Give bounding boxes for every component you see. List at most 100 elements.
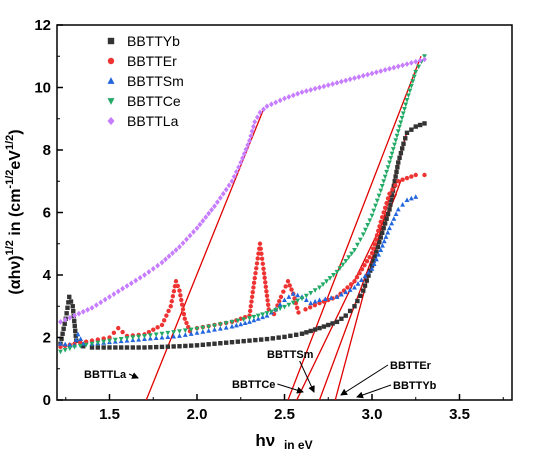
data-point	[153, 335, 159, 341]
data-point	[118, 336, 124, 342]
data-point	[282, 95, 287, 102]
data-point	[72, 323, 77, 329]
data-point	[89, 345, 95, 350]
data-point	[376, 252, 381, 257]
series-bbttla	[58, 56, 427, 325]
data-point	[194, 330, 200, 335]
data-point	[403, 136, 408, 141]
legend-item-bbttce: BBTTCe	[107, 93, 181, 109]
data-point	[159, 344, 165, 350]
data-point	[268, 101, 274, 108]
data-point	[417, 57, 423, 64]
data-point	[404, 197, 410, 202]
data-point	[165, 344, 171, 349]
data-point	[410, 79, 416, 84]
data-point	[89, 304, 95, 311]
data-point	[362, 262, 367, 268]
data-point	[317, 285, 322, 291]
data-point	[251, 317, 257, 323]
data-point	[403, 102, 409, 108]
data-point	[390, 187, 395, 192]
legend-item-bbttsm: BBTTSm	[107, 73, 184, 89]
data-point	[166, 253, 172, 260]
data-point	[385, 196, 391, 201]
y-axis-label-rest: in (cm	[7, 189, 24, 241]
data-point	[58, 341, 63, 346]
data-point	[398, 120, 404, 125]
legend-item-bbttla: BBTTLa	[107, 113, 179, 129]
data-point	[382, 221, 388, 226]
data-point	[299, 296, 305, 302]
data-point	[355, 298, 360, 304]
y-axis-label: (αhν)1/2 in (cm-1/2eV1/2)	[4, 129, 24, 294]
annotation-arrow	[356, 384, 392, 399]
plot-frame	[56, 24, 513, 401]
data-point	[124, 345, 130, 350]
data-point	[93, 302, 99, 308]
data-point	[247, 137, 252, 144]
data-point	[263, 280, 268, 285]
data-point	[367, 218, 373, 223]
data-point	[394, 133, 400, 139]
data-point	[349, 251, 355, 257]
data-point	[393, 211, 399, 217]
data-point	[293, 332, 299, 337]
data-point	[182, 316, 187, 321]
data-point	[212, 203, 217, 210]
data-point	[155, 325, 160, 330]
data-point	[389, 193, 395, 198]
data-point	[159, 331, 165, 337]
data-point	[136, 334, 142, 340]
data-point	[77, 343, 83, 349]
axis-ticks: 1.5 2.0 2.5 3.0 3.5 0 2 4 6 8 10 12	[34, 17, 504, 423]
data-point	[381, 225, 386, 231]
data-point	[385, 211, 391, 217]
data-point	[180, 307, 186, 312]
data-point	[95, 337, 101, 342]
x-tick-label: 3.0	[362, 406, 383, 423]
legend-label: BBTTYb	[127, 33, 180, 49]
legend-marker	[107, 98, 115, 105]
data-point	[352, 75, 357, 81]
annotation-bbttsm: BBTTSm	[267, 349, 314, 361]
legend-item-bbtter: BBTTEr	[107, 53, 177, 69]
data-point	[400, 111, 406, 117]
data-point	[307, 305, 313, 310]
data-point	[346, 255, 352, 260]
x-tick-label: 2.0	[187, 406, 208, 423]
data-point	[171, 330, 177, 335]
data-point	[165, 330, 171, 336]
data-point	[155, 262, 161, 269]
data-point	[89, 341, 95, 347]
data-point	[118, 345, 124, 350]
data-point	[312, 85, 318, 92]
data-point	[76, 310, 82, 317]
data-point	[247, 316, 252, 321]
data-point	[299, 331, 305, 336]
data-point	[142, 272, 147, 278]
data-point	[217, 322, 223, 328]
data-point	[171, 289, 177, 294]
series-bbtter	[58, 172, 427, 350]
data-point	[177, 244, 182, 250]
data-point	[299, 89, 305, 96]
data-point	[260, 312, 266, 318]
data-point	[101, 339, 107, 345]
data-point	[241, 317, 247, 323]
data-point	[389, 220, 395, 226]
data-point	[206, 210, 212, 217]
data-point	[357, 271, 362, 276]
data-point	[379, 183, 385, 189]
data-point	[399, 115, 405, 121]
data-point	[164, 313, 169, 318]
data-point	[206, 324, 212, 330]
data-point	[257, 109, 263, 116]
data-point	[251, 285, 256, 290]
data-point	[321, 324, 327, 329]
data-point	[373, 237, 378, 242]
annotations: BBTTLa BBTTCe BBTTSm BBTTEr BBTTYb	[84, 349, 437, 399]
data-point	[308, 290, 314, 296]
data-point	[290, 300, 296, 306]
data-point	[383, 234, 389, 239]
data-point	[409, 127, 414, 132]
